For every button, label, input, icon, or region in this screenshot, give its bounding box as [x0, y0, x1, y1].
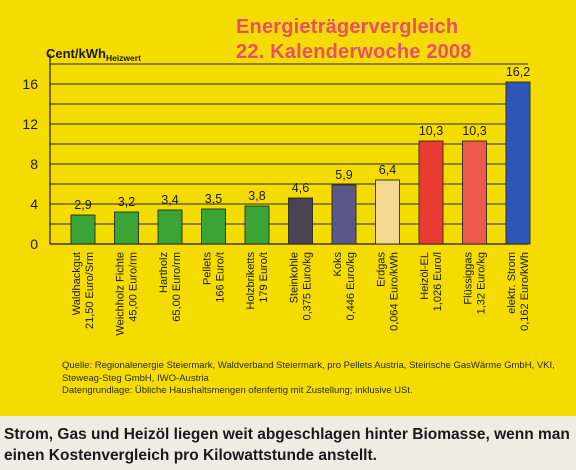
bar-value-label: 10,3 [462, 124, 486, 138]
bar [418, 140, 444, 245]
category-label: Waldhackgut 21,50 Euro/Srm [71, 252, 96, 329]
y-axis-title: Cent/kWhHeizwert [46, 46, 141, 63]
bar-chart: Cent/kWhHeizwert 0 4 8 12 16 2,9 3,2 3,4 3,5 3,8 4… [22, 46, 531, 336]
bar-value-label: 6,4 [379, 163, 396, 177]
source-line-2: Steweag-Steg GmbH, IWO-Austria [62, 372, 209, 384]
category-label: Heizöl-EL 1,026 Euro/l [419, 252, 444, 311]
source-line-3: Datengrundlage: Übliche Haushaltsmengen … [62, 385, 413, 396]
bar [375, 179, 400, 245]
bar-value-label: 2,9 [74, 198, 91, 212]
y-axis-title-sub: Heizwert [106, 53, 141, 63]
bar [288, 197, 313, 245]
bar [331, 184, 357, 245]
category-label: elektr. Strom 0,162 Euro/kWh [506, 252, 531, 331]
y-tick-label: 4 [30, 196, 38, 212]
category-name: Hartholz [158, 252, 170, 293]
y-tick-label: 8 [30, 156, 38, 172]
category-unit: 179 Euro/t [258, 252, 270, 303]
y-tick-label: 0 [30, 236, 38, 252]
category-unit: 166 Euro/t [215, 252, 227, 303]
bar [114, 211, 139, 245]
category-label: Hartholz 65,00 Euro/rm [158, 252, 183, 322]
category-unit: 0,064 Euro/kWh [389, 252, 401, 331]
category-name: Holzbriketts [245, 252, 257, 310]
bar-value-label: 16,2 [506, 65, 530, 79]
category-unit: 45,00 Euro/rm [128, 252, 140, 322]
category-unit: 1,026 Euro/l [432, 252, 444, 311]
category-unit: 0,162 Euro/kWh [519, 252, 531, 331]
bar [70, 214, 96, 245]
category-name: Erdgas [376, 252, 388, 287]
bar [505, 81, 531, 245]
category-name: Flüssiggas [463, 252, 475, 305]
y-tick-label: 12 [22, 116, 38, 132]
bar [201, 208, 226, 245]
category-label: Weichholz Fichte 45,00 Euro/rm [115, 252, 140, 336]
category-label: Holzbriketts 179 Euro/t [245, 252, 270, 310]
category-label: Erdgas 0,064 Euro/kWh [376, 252, 401, 331]
category-label: Steinkohle 0,375 Euro/kg [289, 252, 314, 321]
category-unit: 0,446 Euro/kg [345, 252, 357, 321]
chart-subtitle: 22. Kalenderwoche 2008 [236, 41, 472, 63]
bar-value-label: 5,9 [335, 168, 352, 182]
bar-value-label: 3,8 [248, 189, 265, 203]
category-unit: 21,50 Euro/Srm [84, 252, 96, 329]
category-label: Pellets 166 Euro/t [202, 252, 227, 303]
bar-value-label: 4,6 [292, 181, 309, 195]
category-name: Steinkohle [289, 252, 301, 303]
category-unit: 0,375 Euro/kg [302, 252, 314, 321]
bar-value-label: 3,4 [161, 193, 178, 207]
source-line-1: Quelle: Regionalenergie Steiermark, Wald… [62, 360, 555, 371]
category-label: Koks 0,446 Euro/kg [332, 252, 357, 321]
chart-panel: Energieträgervergleich 22. Kalenderwoche… [0, 0, 576, 416]
bar-value-label: 10,3 [419, 124, 443, 138]
bar-value-label: 3,5 [205, 192, 222, 206]
bar-value-label: 3,2 [118, 195, 135, 209]
caption: Strom, Gas und Heizöl liegen weit abgesc… [4, 426, 570, 464]
chart-title: Energieträgervergleich [236, 16, 459, 38]
category-name: Heizöl-EL [419, 252, 431, 300]
source-note: Quelle: Regionalenergie Steiermark, Wald… [62, 360, 570, 398]
category-label: Flüssiggas 1,32 Euro/kg [463, 252, 488, 315]
category-name: Weichholz Fichte [115, 252, 127, 336]
category-unit: 65,00 Euro/rm [171, 252, 183, 322]
category-name: Waldhackgut [71, 252, 83, 315]
y-tick-label: 16 [22, 76, 38, 92]
bar [462, 140, 487, 245]
category-unit: 1,32 Euro/kg [476, 252, 488, 314]
category-name: Koks [332, 252, 344, 277]
category-name: Pellets [202, 252, 214, 286]
bar [157, 209, 183, 245]
category-name: elektr. Strom [506, 252, 518, 314]
bar [244, 205, 270, 245]
